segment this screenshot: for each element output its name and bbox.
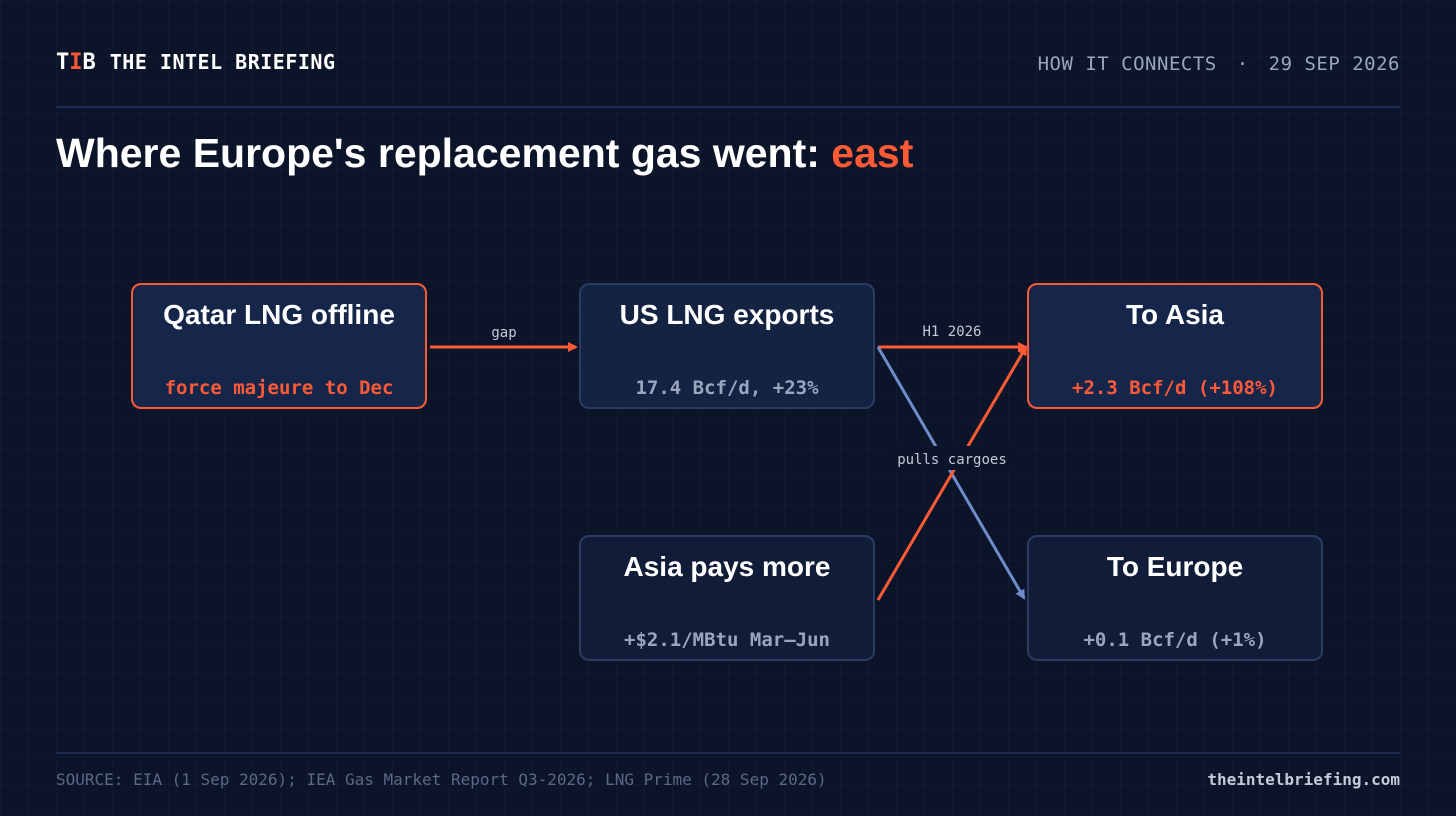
footer: SOURCE: EIA (1 Sep 2026); IEA Gas Market… xyxy=(56,752,1400,804)
node-detail: +0.1 Bcf/d (+1%) xyxy=(1083,629,1267,651)
edge-label-backdrop xyxy=(888,446,1016,470)
title-accent: east xyxy=(831,130,914,176)
site-link[interactable]: theintelbriefing.com xyxy=(1207,770,1400,789)
header-meta: HOW IT CONNECTS · 29 SEP 2026 xyxy=(1038,53,1400,75)
node-detail: +2.3 Bcf/d (+108%) xyxy=(1072,377,1278,399)
node-detail: +$2.1/MBtu Mar–Jun xyxy=(624,629,830,651)
node-detail: force majeure to Dec xyxy=(164,377,394,399)
node-to-europe: To Europe +0.1 Bcf/d (+1%) xyxy=(1027,535,1323,661)
node-title: US LNG exports xyxy=(619,299,835,330)
node-detail: 17.4 Bcf/d, +23% xyxy=(635,377,819,399)
source-note: SOURCE: EIA (1 Sep 2026); IEA Gas Market… xyxy=(56,770,827,789)
title-text: Where Europe's replacement gas went: xyxy=(56,130,832,176)
brand[interactable]: TIB THE INTEL BRIEFING xyxy=(56,50,336,75)
page-title: Where Europe's replacement gas went: eas… xyxy=(56,130,913,177)
node-asia-pays-more: Asia pays more +$2.1/MBtu Mar–Jun xyxy=(579,535,875,661)
node-title: To Europe xyxy=(1106,551,1244,582)
edge-label-gap: gap xyxy=(491,325,516,341)
issue-date: 29 SEP 2026 xyxy=(1268,53,1400,75)
edge-label-pulls-cargoes: pulls cargoes xyxy=(897,452,1007,468)
header-separator: · xyxy=(1236,53,1249,75)
node-title: To Asia xyxy=(1125,299,1224,330)
node-to-asia: To Asia +2.3 Bcf/d (+108%) xyxy=(1027,283,1323,409)
tib-logo: TIB xyxy=(56,50,96,75)
header: TIB THE INTEL BRIEFING HOW IT CONNECTS ·… xyxy=(56,44,1400,108)
node-title: Qatar LNG offline xyxy=(163,299,395,330)
node-title: Asia pays more xyxy=(623,551,831,582)
edge-asia-price-to-asia xyxy=(876,345,1028,601)
section-label: HOW IT CONNECTS xyxy=(1037,53,1217,75)
node-qatar-lng-offline: Qatar LNG offline force majeure to Dec xyxy=(131,283,427,409)
edge-label-h1: H1 2026 xyxy=(922,324,981,340)
node-us-lng-exports: US LNG exports 17.4 Bcf/d, +23% xyxy=(579,283,875,409)
brand-name: THE INTEL BRIEFING xyxy=(109,50,336,74)
